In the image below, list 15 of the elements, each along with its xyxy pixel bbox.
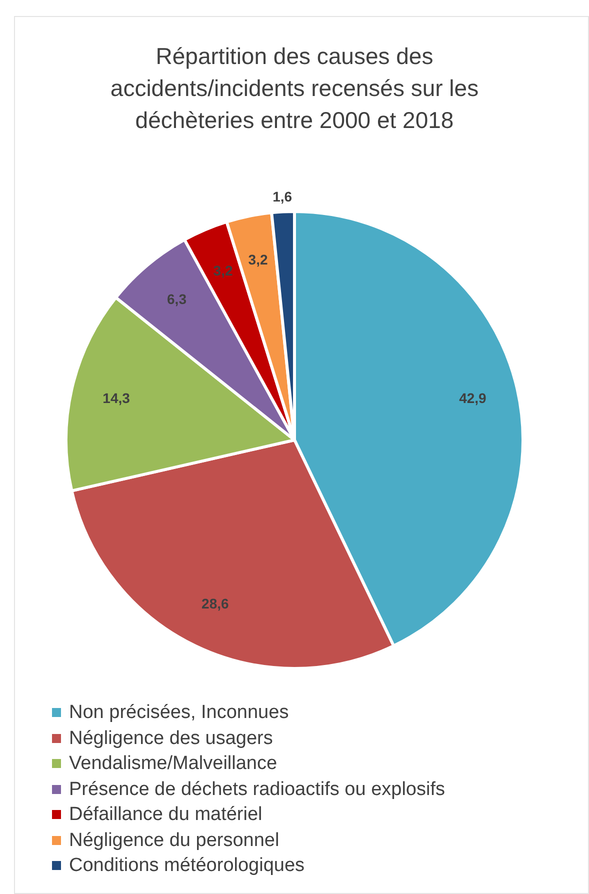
legend-label: Négligence des usagers: [68, 726, 274, 750]
legend-label: Présence de déchets radioactifs ou explosifs: [68, 778, 445, 802]
data-label: 14,3: [102, 390, 130, 406]
legend-label: Vendalisme/Malveillance: [68, 752, 278, 776]
legend-label: Défaillance du matériel: [68, 803, 264, 827]
data-label: 42,9: [459, 390, 487, 406]
data-label: 28,6: [202, 596, 230, 612]
data-label: 3,2: [213, 262, 233, 279]
data-label: 6,3: [167, 291, 187, 308]
legend-label: Conditions météorologiques: [68, 854, 306, 878]
chart-title: Répartition des causes des accidents/incidents recensés sur les déchèteries entre 2000 et 2018: [109, 42, 480, 135]
data-label: 3,2: [248, 252, 268, 268]
data-label: 1,6: [272, 188, 292, 205]
legend-label: Négligence du personnel: [68, 828, 280, 852]
legend-label: Non précisées, Inconnues: [68, 701, 290, 725]
